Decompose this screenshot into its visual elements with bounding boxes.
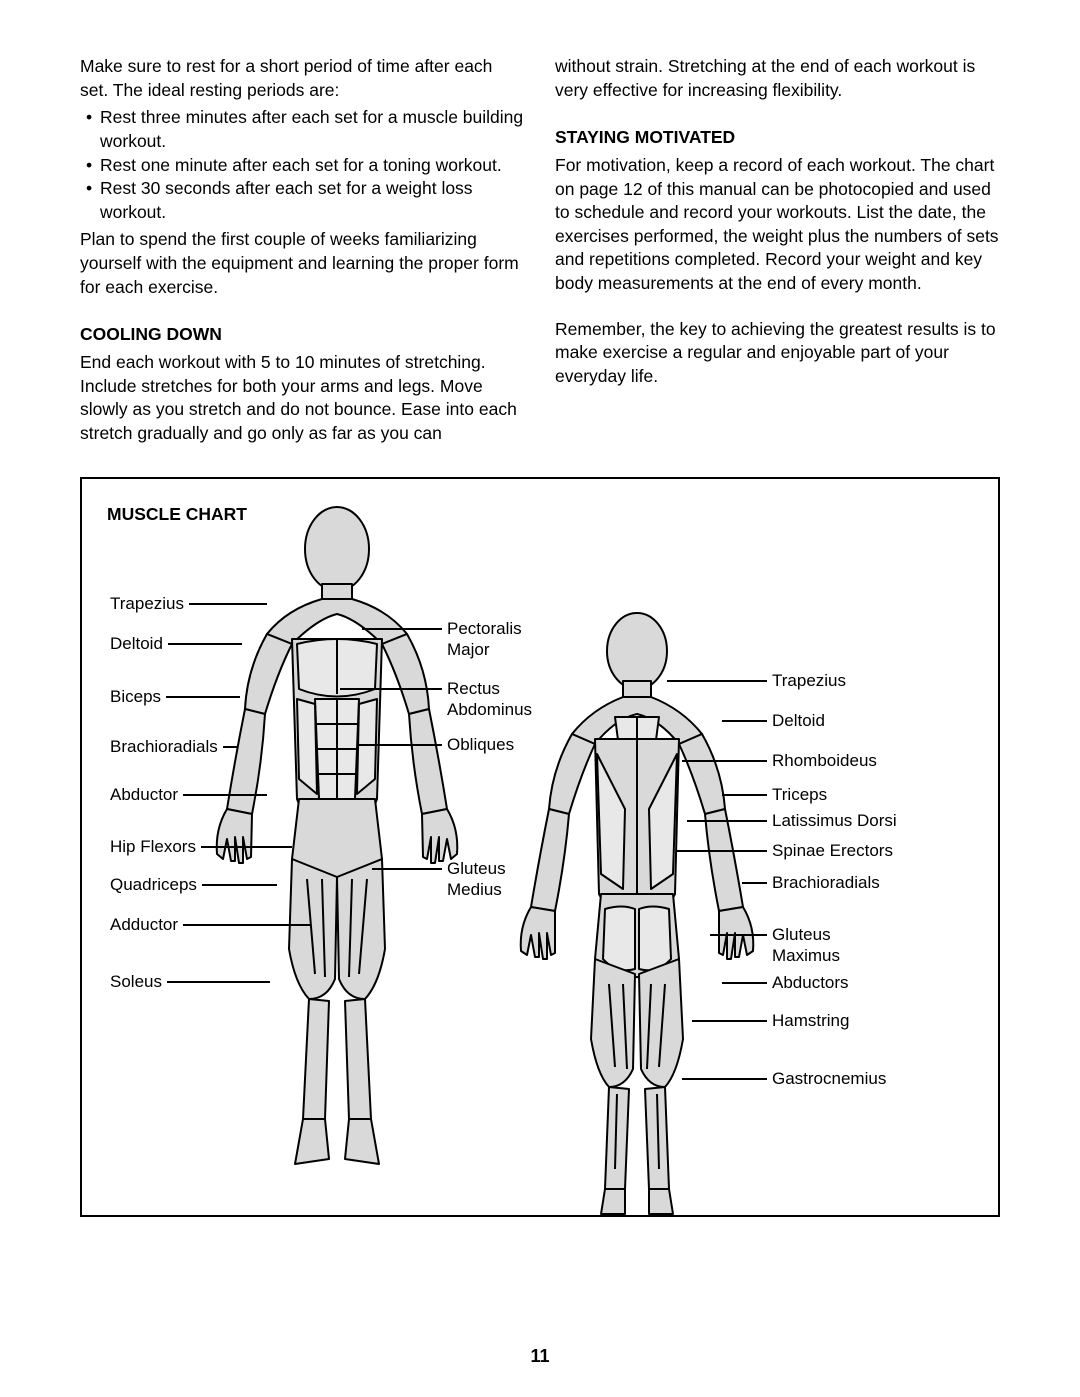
back-body-figure [497,609,777,1219]
right-column: without strain. Stretching at the end of… [555,55,1000,449]
leader-line [223,746,237,748]
cooling-down-heading: COOLING DOWN [80,323,525,347]
leader-line [722,720,767,722]
leader-line [183,924,310,926]
muscle-label: Deltoid [110,634,163,654]
leader-line [667,680,767,682]
two-column-text: Make sure to rest for a short period of … [80,55,1000,449]
leader-line [202,884,277,886]
leader-line [183,794,267,796]
page-number: 11 [530,1346,549,1367]
continuation-paragraph: without strain. Stretching at the end of… [555,55,1000,102]
leader-line [742,882,767,884]
muscle-label: Pectoralis Major [447,619,522,660]
muscle-label: Rhomboideus [772,751,877,771]
leader-line [682,760,767,762]
rest-bullets: Rest three minutes after each set for a … [80,106,525,224]
muscle-label: Adductor [110,915,178,935]
leader-line [168,643,242,645]
leader-line [166,696,240,698]
muscle-label: Latissimus Dorsi [772,811,897,831]
muscle-label: Abductors [772,973,849,993]
bullet-item: Rest three minutes after each set for a … [90,106,525,153]
muscle-label: Brachioradials [772,873,880,893]
muscle-label: Brachioradials [110,737,218,757]
bullet-item: Rest 30 seconds after each set for a wei… [90,177,525,224]
leader-line [722,794,767,796]
leader-line [372,868,442,870]
leader-line [687,820,767,822]
muscle-label: Abductor [110,785,178,805]
leader-line [682,1078,767,1080]
staying-body-1: For motivation, keep a record of each wo… [555,154,1000,296]
muscle-label: Gastrocnemius [772,1069,886,1089]
intro-paragraph: Make sure to rest for a short period of … [80,55,525,102]
leader-line [722,982,767,984]
muscle-label: Soleus [110,972,162,992]
staying-body-2: Remember, the key to achieving the great… [555,318,1000,389]
muscle-chart-box: MUSCLE CHART [80,477,1000,1217]
leader-line [710,934,767,936]
leader-line [167,981,270,983]
leader-line [189,603,267,605]
muscle-label: Trapezius [110,594,184,614]
muscle-label: Quadriceps [110,875,197,895]
muscle-label: Biceps [110,687,161,707]
after-bullets-paragraph: Plan to spend the first couple of weeks … [80,228,525,299]
muscle-label: Trapezius [772,671,846,691]
left-column: Make sure to rest for a short period of … [80,55,525,449]
muscle-label: Hip Flexors [110,837,196,857]
muscle-label: Hamstring [772,1011,849,1031]
muscle-label: Deltoid [772,711,825,731]
leader-line [677,850,767,852]
leader-line [201,846,292,848]
leader-line [340,688,442,690]
muscle-label: Triceps [772,785,827,805]
staying-motivated-heading: STAYING MOTIVATED [555,126,1000,150]
cooling-down-body: End each workout with 5 to 10 minutes of… [80,351,525,446]
muscle-label: Gluteus Maximus [772,925,840,966]
leader-line [362,628,442,630]
muscle-label: Gluteus Medius [447,859,506,900]
leader-line [692,1020,767,1022]
leader-line [357,744,442,746]
muscle-label: Rectus Abdominus [447,679,532,720]
muscle-label: Obliques [447,735,514,755]
muscle-label: Spinae Erectors [772,841,893,861]
bullet-item: Rest one minute after each set for a ton… [90,154,525,178]
